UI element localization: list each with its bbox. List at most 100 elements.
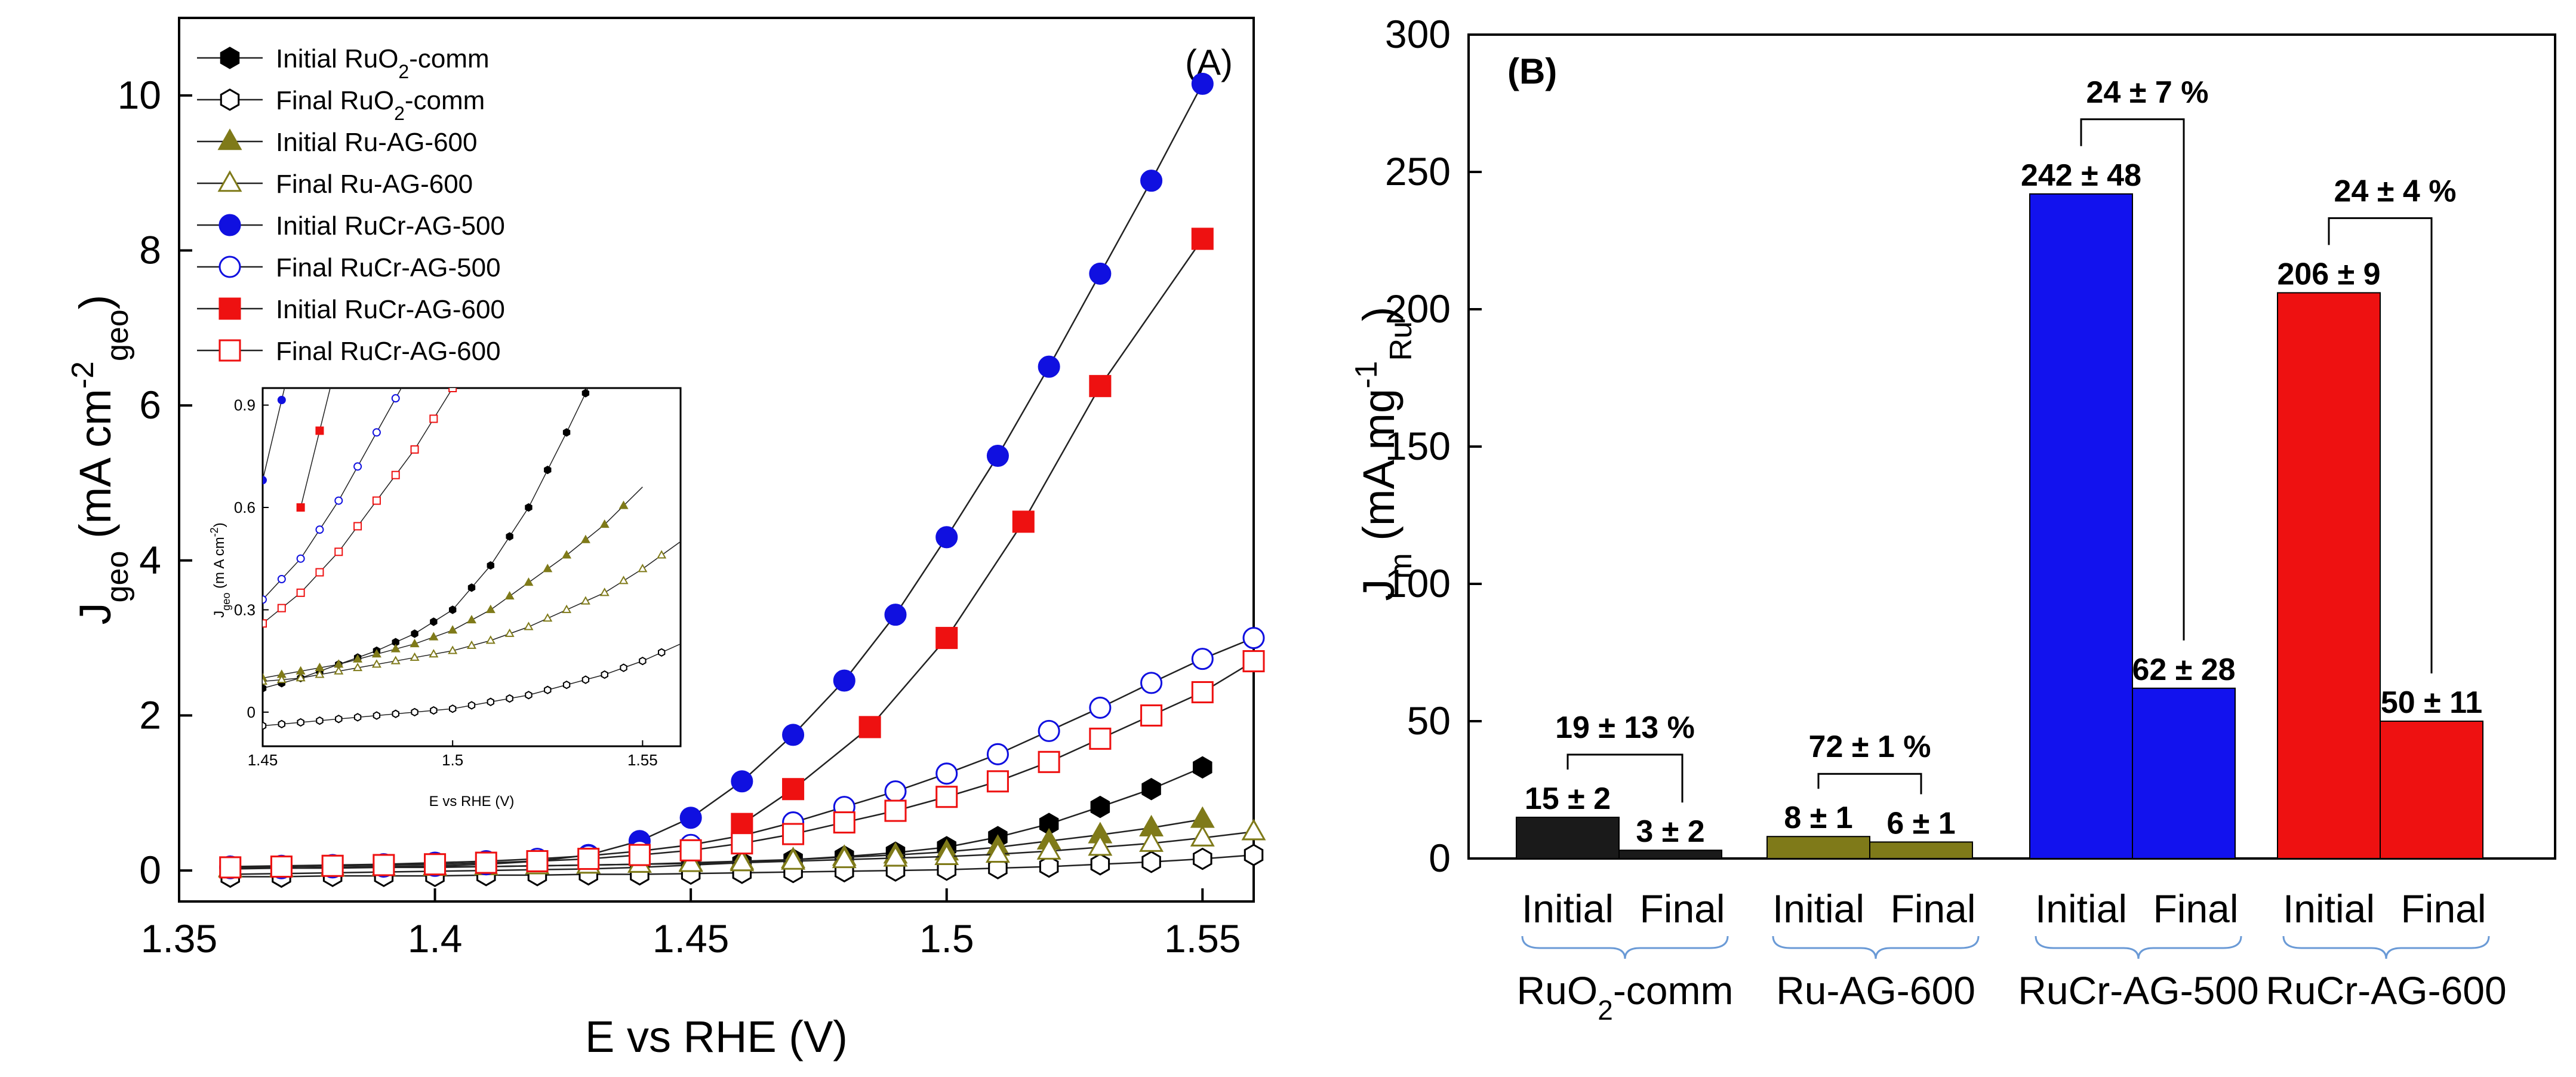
legend-entry: Final Ru-AG-600 <box>197 170 473 199</box>
bar-final <box>2132 687 2236 860</box>
inset-data-point <box>580 534 590 543</box>
data-point <box>782 823 805 845</box>
panel-a-x-axis-title: E vs RHE (V) <box>585 1012 848 1061</box>
inset-data-point <box>353 662 363 672</box>
data-point <box>1089 262 1112 285</box>
bar-initial <box>1766 836 1870 859</box>
data-point <box>832 847 857 869</box>
group-label: Initial Final RuCr-AG-600 <box>2266 887 2506 1013</box>
group-brace <box>2282 936 2490 959</box>
inset-data-point <box>618 500 629 509</box>
inset-data-point <box>657 550 667 559</box>
inset-data-point <box>391 394 400 403</box>
panel-a-inset: 1.45 1.5 1.55 0 0.3 0.6 0.9 E vs RHE (V) Jgeo … <box>208 387 682 810</box>
inset-data-point <box>296 554 305 563</box>
inset-data-point <box>410 638 420 648</box>
data-point <box>1036 838 1061 860</box>
series-6 <box>731 227 1214 835</box>
inset-data-point <box>448 388 457 392</box>
data-point <box>679 807 702 829</box>
inset-data-point <box>657 648 666 657</box>
data-point <box>730 850 755 872</box>
inset-data-point <box>390 656 401 664</box>
inset-data-point <box>504 628 515 637</box>
data-point <box>628 844 651 866</box>
inset-data-point <box>562 604 572 613</box>
data-point <box>935 762 958 785</box>
legend-marker <box>220 47 240 69</box>
inset-data-point <box>296 503 305 512</box>
panel-b-y-axis-title: Jm (mA mg-1Ru) <box>1349 306 1418 601</box>
retention-label: 24 ± 4 % <box>2334 174 2457 208</box>
inset-data-point <box>543 613 553 622</box>
inset-data-point <box>448 625 458 634</box>
data-point <box>1193 847 1212 870</box>
inset-data-point <box>524 621 534 630</box>
panel-a-y-ticks: 0 2 4 6 8 10 <box>118 73 192 892</box>
retention-bracket <box>2328 217 2433 673</box>
inset-data-point <box>316 716 324 725</box>
retention-label: 19 ± 13 % <box>1555 710 1695 745</box>
panel-b-bars: 15 ± 2 3 ± 2 19 ± 13 % 8 ± 1 6 ± 1 72 ± 1 % 24… <box>1516 75 2483 860</box>
data-point <box>988 857 1008 879</box>
group-name: RuO2-comm <box>1517 968 1734 1026</box>
data-point <box>782 724 805 746</box>
data-point <box>1140 704 1163 727</box>
inset-data-point <box>277 396 286 404</box>
data-point <box>1038 750 1060 773</box>
data-point <box>884 780 907 803</box>
inset-data-point <box>373 711 381 720</box>
bar-group: 206 ± 9 50 ± 11 24 ± 4 % <box>2277 174 2483 859</box>
data-point <box>884 799 907 822</box>
panel-b-bar-chart: (B) 0 50 100 150 200 250 300 15 ± 2 3 ± 2 19 ± 1… <box>1349 12 2556 1026</box>
retention-label: 24 ± 7 % <box>2086 75 2209 110</box>
inset-data-point <box>276 674 287 684</box>
b-y-tick-label: 100 <box>1385 561 1451 605</box>
data-point <box>1038 355 1060 378</box>
data-point <box>986 743 1009 765</box>
legend-label: Initial Ru-AG-600 <box>276 128 477 157</box>
legend-entry: Final RuCr-AG-600 <box>197 337 501 366</box>
inset-data-point <box>353 713 362 722</box>
bar-group: 15 ± 2 3 ± 2 19 ± 13 % <box>1516 710 1722 859</box>
group-label: Initial Final Ru-AG-600 <box>1772 887 1980 1013</box>
inset-data-point <box>277 604 286 613</box>
inset-data-point <box>390 644 401 653</box>
legend-marker <box>217 128 242 150</box>
initial-label: Initial <box>2283 887 2375 931</box>
inset-data-point <box>278 719 286 729</box>
panel-b-y-ticks: 0 50 100 150 200 250 300 <box>1385 12 1482 880</box>
y-tick-label: 4 <box>139 538 161 582</box>
inset-data-point <box>371 659 381 668</box>
inset-series <box>263 388 681 730</box>
inset-data-point <box>296 588 305 597</box>
data-point <box>1139 830 1164 852</box>
inset-series-5 <box>263 388 402 604</box>
legend-label: Initial RuCr-AG-600 <box>276 295 505 324</box>
inset-data-point <box>620 663 627 672</box>
data-point <box>731 832 753 855</box>
data-point <box>678 850 703 872</box>
inset-data-point <box>467 583 476 592</box>
data-point <box>219 856 242 879</box>
inset-data-point <box>296 673 306 682</box>
inset-data-point <box>448 704 457 713</box>
data-point <box>1088 834 1113 856</box>
inset-data-point <box>277 575 286 583</box>
inset-series-1 <box>263 643 681 730</box>
inset-data-point <box>544 465 552 475</box>
inset-data-point <box>580 596 590 605</box>
final-label: Final <box>1639 887 1725 931</box>
inset-data-point <box>504 590 515 600</box>
inset-data-point <box>353 654 363 663</box>
retention-label: 72 ± 1 % <box>1809 730 1931 764</box>
x-tick-label: 1.5 <box>919 916 974 961</box>
data-point <box>1089 375 1112 398</box>
inset-y-tick-label: 0.3 <box>234 601 256 618</box>
inset-y-tick-label: 0.9 <box>234 396 256 414</box>
legend-entry: Initial RuCr-AG-500 <box>197 211 505 241</box>
data-point <box>321 854 344 877</box>
bar-initial-value-label: 242 ± 48 <box>2021 158 2141 193</box>
bar-initial-value-label: 8 ± 1 <box>1784 801 1852 835</box>
